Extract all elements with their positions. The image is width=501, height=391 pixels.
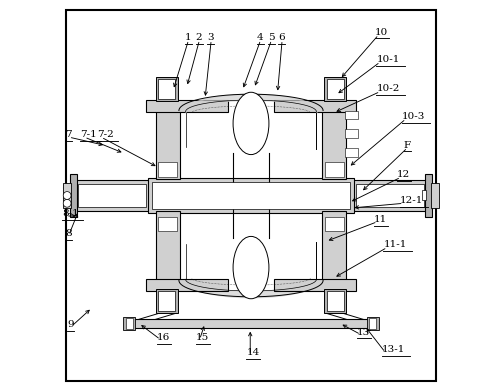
Bar: [158, 291, 175, 311]
Bar: [344, 129, 357, 138]
Text: 10-2: 10-2: [376, 84, 399, 93]
Bar: [421, 190, 425, 200]
Bar: [322, 211, 346, 280]
Text: 7-1: 7-1: [80, 130, 97, 139]
Bar: [125, 318, 132, 329]
Text: 1: 1: [184, 32, 191, 41]
Bar: [75, 180, 149, 211]
Text: 10: 10: [374, 27, 387, 36]
Bar: [158, 162, 177, 177]
Bar: [344, 111, 357, 119]
Text: 16: 16: [156, 333, 170, 342]
Bar: [324, 162, 343, 177]
Text: 11-1: 11-1: [383, 240, 406, 249]
Ellipse shape: [232, 237, 269, 299]
Text: 8-1: 8-1: [62, 209, 79, 218]
Bar: [326, 79, 343, 99]
Text: 5: 5: [267, 32, 274, 41]
Bar: [323, 77, 346, 101]
Bar: [78, 184, 145, 207]
Text: 12: 12: [396, 170, 409, 179]
Bar: [155, 211, 179, 280]
Bar: [158, 79, 175, 99]
Bar: [132, 319, 369, 328]
Text: 13: 13: [356, 328, 369, 337]
Bar: [155, 289, 178, 313]
Circle shape: [63, 192, 71, 199]
Text: 4: 4: [257, 32, 263, 41]
Bar: [151, 182, 350, 209]
Bar: [147, 178, 354, 213]
Text: 6: 6: [278, 32, 285, 41]
Text: 8: 8: [65, 229, 71, 238]
Bar: [323, 289, 346, 313]
Bar: [366, 317, 378, 330]
Bar: [63, 183, 71, 208]
Text: 15: 15: [195, 333, 208, 342]
Bar: [155, 77, 178, 101]
Bar: [155, 110, 179, 179]
Text: 3: 3: [207, 32, 213, 41]
Bar: [356, 184, 423, 207]
Ellipse shape: [232, 92, 269, 154]
Text: 12-1: 12-1: [399, 196, 422, 205]
Bar: [145, 100, 228, 112]
Circle shape: [63, 199, 71, 207]
Text: 14: 14: [246, 348, 259, 357]
Text: 7: 7: [65, 130, 71, 139]
Bar: [145, 279, 228, 291]
Text: F: F: [403, 140, 410, 149]
Text: 7-2: 7-2: [97, 130, 114, 139]
Bar: [322, 110, 346, 179]
Bar: [273, 279, 356, 291]
Text: 10-1: 10-1: [376, 55, 399, 64]
Text: 10-3: 10-3: [401, 112, 425, 121]
Text: 13-1: 13-1: [381, 346, 404, 355]
Bar: [158, 217, 177, 231]
Text: 9: 9: [67, 320, 74, 329]
Bar: [424, 174, 431, 217]
Text: 2: 2: [195, 32, 202, 41]
Bar: [324, 217, 343, 231]
Text: 11: 11: [373, 215, 386, 224]
Bar: [70, 174, 77, 217]
Bar: [369, 318, 376, 329]
Bar: [344, 148, 357, 156]
Bar: [326, 291, 343, 311]
Bar: [123, 317, 135, 330]
Bar: [273, 100, 356, 112]
Bar: [430, 183, 438, 208]
Bar: [352, 180, 426, 211]
